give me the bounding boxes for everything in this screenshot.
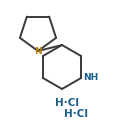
Text: NH: NH [83, 74, 98, 82]
Text: H·Cl: H·Cl [64, 109, 88, 119]
Text: N: N [34, 47, 42, 56]
Text: H·Cl: H·Cl [55, 98, 79, 108]
